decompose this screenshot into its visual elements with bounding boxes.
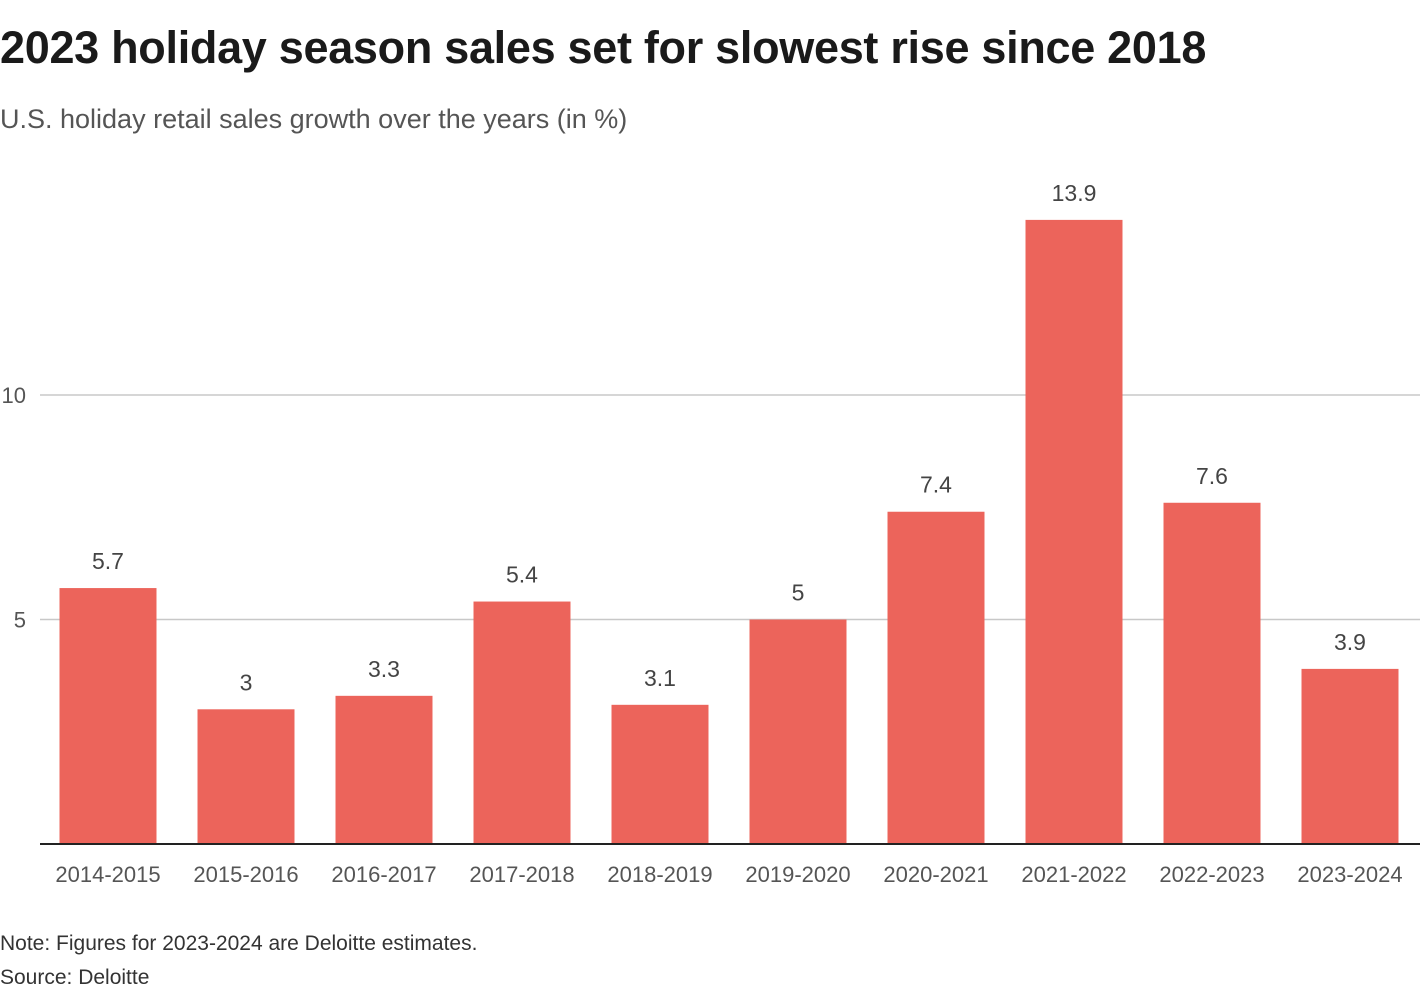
bar-value-label: 3.1 [644, 665, 676, 691]
bar [335, 695, 433, 844]
x-tick-label: 2019-2020 [745, 862, 850, 887]
x-tick-label: 2018-2019 [607, 862, 712, 887]
bar [1163, 502, 1261, 844]
x-tick-label: 2020-2021 [883, 862, 988, 887]
x-tick-label: 2022-2023 [1159, 862, 1264, 887]
x-tick-label: 2016-2017 [331, 862, 436, 887]
bar [749, 619, 847, 844]
bar-chart: 5 10 5.7 2014-2015 3 2015-2016 3.3 2016-2017 5.4… [2, 180, 1420, 887]
y-tick-label: 10 [2, 383, 26, 408]
chart-subtitle: U.S. holiday retail sales growth over th… [0, 104, 628, 134]
x-tick-label: 2017-2018 [469, 862, 574, 887]
chart-source: Source: Deloitte [0, 966, 150, 989]
bar [887, 511, 985, 844]
bar-value-label: 5 [792, 580, 805, 606]
bar [197, 709, 295, 844]
bar-value-label: 7.6 [1196, 463, 1228, 489]
bar [1025, 219, 1123, 844]
bar-value-label: 13.9 [1052, 180, 1097, 206]
bar [473, 601, 571, 844]
bar-value-label: 7.4 [920, 472, 952, 498]
bar [59, 588, 157, 844]
bar-value-label: 3 [240, 669, 253, 695]
x-tick-label: 2015-2016 [193, 862, 298, 887]
chart-note: Note: Figures for 2023-2024 are Deloitte… [0, 932, 478, 955]
x-tick-label: 2023-2024 [1297, 862, 1402, 887]
bar-value-label: 3.9 [1334, 629, 1366, 655]
bar-value-label: 5.4 [506, 562, 538, 588]
bar-value-label: 5.7 [92, 548, 124, 574]
bar [611, 704, 709, 844]
x-tick-label: 2021-2022 [1021, 862, 1126, 887]
x-tick-label: 2014-2015 [55, 862, 160, 887]
y-tick-label: 5 [14, 608, 26, 633]
bar-value-label: 3.3 [368, 656, 400, 682]
chart-title: 2023 holiday season sales set for slowes… [0, 22, 1207, 73]
bar [1301, 668, 1399, 844]
